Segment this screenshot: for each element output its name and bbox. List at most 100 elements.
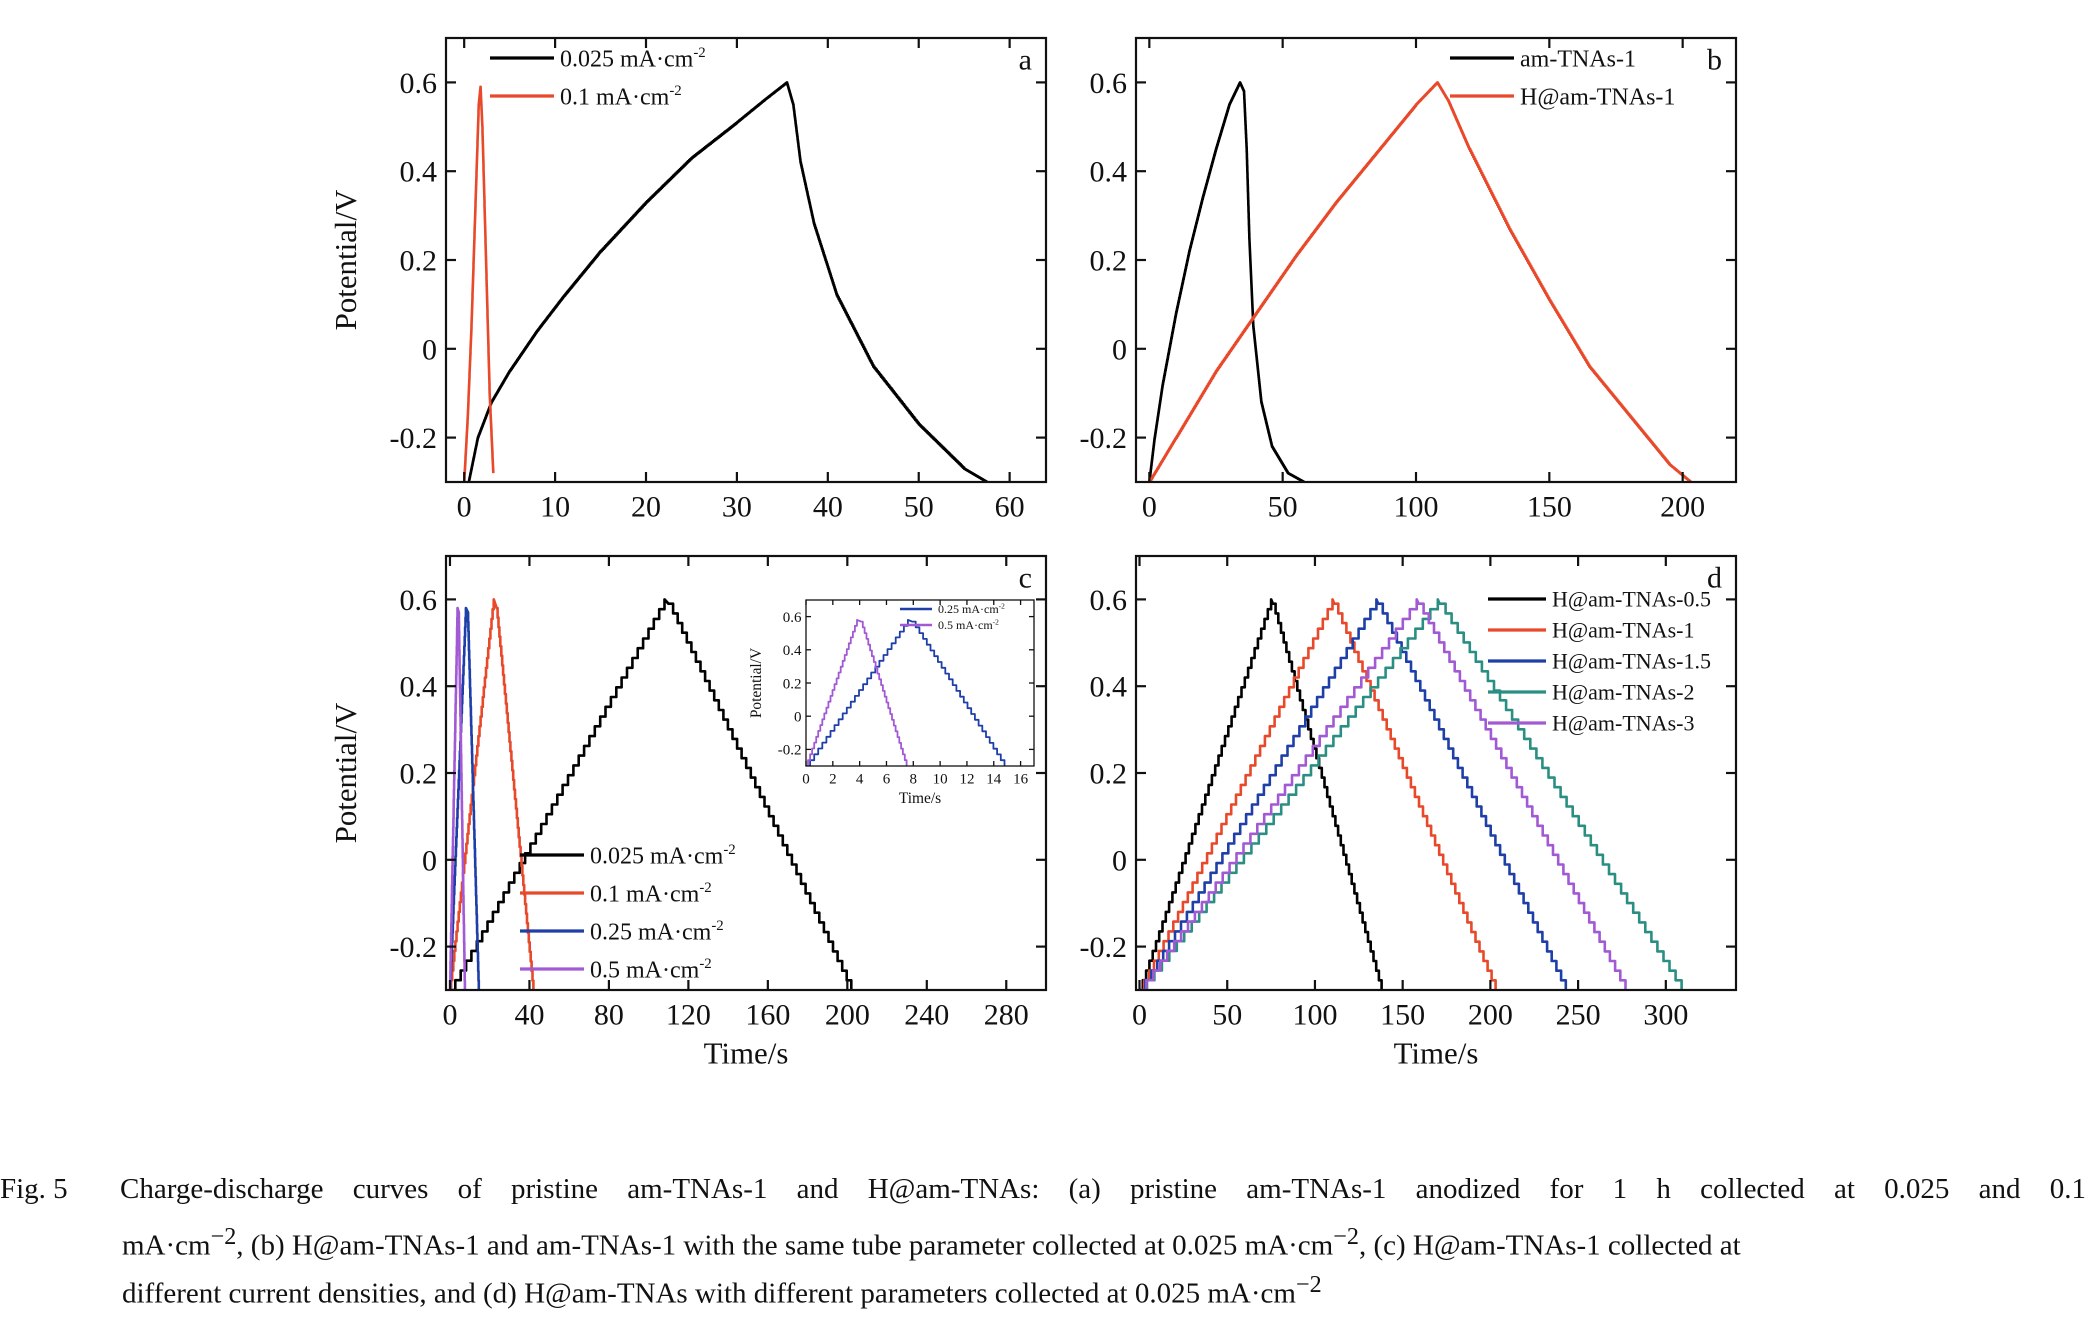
- legend-label: 0.025 mA·cm-2: [590, 842, 736, 870]
- series-line-1: [806, 619, 1006, 766]
- legend-label: am-TNAs-1: [1520, 46, 1636, 72]
- x-tick-label: 50: [1268, 491, 1298, 524]
- x-tick-label: 280: [984, 999, 1029, 1032]
- x-tick-label: 50: [904, 491, 934, 524]
- panel-letter: a: [1019, 44, 1032, 77]
- legend-superscript: -2: [711, 918, 723, 934]
- y-tick-label: 0.4: [400, 156, 438, 189]
- plot-frame: [444, 36, 1048, 484]
- x-tick-label: 240: [904, 999, 949, 1032]
- panel-b: 0 50 100 150 200 -0.2 0 0.2 0.4 0.6 b am-TNAs-1 H@am…: [1080, 36, 1738, 524]
- y-tick-label: 0: [422, 333, 437, 366]
- figure: 0 10 20 30 40 50 60-0.200.20.40.6Potential/Va0…: [328, 36, 1738, 1071]
- legend-superscript: -2: [699, 956, 711, 972]
- x-tick-label: 8: [910, 771, 918, 787]
- series-line-4: [1139, 598, 1683, 990]
- series-line-2: [1139, 598, 1497, 990]
- y-tick-label: -0.2: [390, 422, 438, 455]
- y-tick-label: 0: [1112, 844, 1127, 877]
- panel-d: 0 50 100 150 200 250 300-0.200.20.40.6Time/sdH…: [1080, 554, 1738, 1071]
- panel-c: 0 40 80 120 160 200 240 280-0.200.20.40.6Time/s…: [328, 554, 1048, 1071]
- panel-a: 0 10 20 30 40 50 60 -0.2 0 0.2 0.4 0.6 Potential/V a 0…: [328, 36, 1048, 524]
- y-tick-label: 0.6: [1090, 584, 1128, 617]
- x-tick-label: 16: [1013, 771, 1029, 787]
- series-line-2: [449, 598, 535, 990]
- legend-label: 0.5 mA·cm-2: [938, 617, 999, 632]
- y-axis-label: Potential/V: [748, 648, 765, 718]
- caption-line-1: Charge-discharge curves of pristine am-T…: [120, 1173, 2086, 1205]
- y-tick-label: 0.2: [400, 758, 438, 791]
- legend-label: H@am-TNAs-3: [1552, 711, 1694, 736]
- x-tick-label: 150: [1527, 491, 1572, 524]
- legend-superscript: -2: [993, 617, 999, 626]
- x-tick-label: 6: [883, 771, 891, 787]
- x-tick-label: 0: [457, 491, 472, 524]
- legend-label: 0.1 mA·cm-2: [590, 880, 712, 908]
- y-tick-label: 0.2: [1090, 245, 1128, 278]
- series-line-2: [1148, 81, 1692, 482]
- y-tick-label: -0.2: [390, 931, 438, 964]
- legend-label: H@am-TNAs-1: [1552, 618, 1694, 643]
- y-tick-label: -0.2: [778, 743, 802, 759]
- x-axis-label: Time/s: [899, 790, 941, 807]
- x-tick-label: 300: [1643, 999, 1688, 1032]
- series-line-1: [450, 598, 853, 990]
- x-tick-label: 4: [856, 771, 864, 787]
- y-tick-label: 0.6: [400, 67, 438, 100]
- x-tick-label: 200: [1468, 999, 1513, 1032]
- legend-label: 0.25 mA·cm-2: [938, 601, 1005, 616]
- legend-label: H@am-TNAs-2: [1552, 680, 1694, 705]
- x-tick-label: 0: [1142, 491, 1157, 524]
- x-tick-label: 0: [442, 999, 457, 1032]
- y-tick-label: 0.6: [1090, 67, 1128, 100]
- legend-superscript: -2: [693, 45, 705, 61]
- legend-superscript: -2: [669, 83, 681, 99]
- y-tick-label: -0.2: [1080, 931, 1128, 964]
- series-line-2: [806, 619, 908, 766]
- y-tick-label: 0: [422, 844, 437, 877]
- series-line-1: [1139, 598, 1383, 990]
- legend-label: H@am-TNAs-1.5: [1552, 649, 1711, 674]
- x-tick-label: 40: [813, 491, 843, 524]
- x-tick-label: 30: [722, 491, 752, 524]
- x-tick-label: 20: [631, 491, 661, 524]
- y-axis-label: Potential/V: [328, 703, 363, 844]
- legend-label: 0.5 mA·cm-2: [590, 956, 712, 984]
- x-tick-label: 100: [1292, 999, 1337, 1032]
- y-tick-label: -0.2: [1080, 422, 1128, 455]
- x-tick-label: 250: [1556, 999, 1601, 1032]
- legend-superscript: -2: [723, 842, 735, 858]
- legend-label: H@am-TNAs-0.5: [1552, 587, 1711, 612]
- x-tick-label: 10: [933, 771, 948, 787]
- y-tick-label: 0.4: [783, 643, 802, 659]
- x-tick-label: 200: [825, 999, 870, 1032]
- panel-letter: c: [1019, 562, 1032, 595]
- y-tick-label: 0.4: [400, 671, 438, 704]
- series-line-3: [449, 606, 481, 990]
- x-tick-label: 120: [666, 999, 711, 1032]
- y-tick-label: 0: [794, 709, 802, 725]
- x-tick-label: 50: [1212, 999, 1242, 1032]
- x-tick-label: 160: [745, 999, 790, 1032]
- series-line-1: [467, 81, 989, 482]
- y-tick-label: 0.4: [1090, 156, 1128, 189]
- x-tick-label: 12: [959, 771, 974, 787]
- series-group: [448, 598, 853, 990]
- series-line-5: [1139, 598, 1627, 990]
- legend-label: 0.1 mA·cm-2: [560, 83, 682, 111]
- caption-line-3: different current densities, and (d) H@a…: [122, 1271, 1322, 1310]
- y-tick-label: 0.2: [1090, 758, 1128, 791]
- series-group: [1139, 598, 1683, 990]
- y-tick-label: 0.6: [783, 610, 802, 626]
- caption-line-2: mA·cm−2, (b) H@am-TNAs-1 and am-TNAs-1 w…: [122, 1223, 1741, 1262]
- panel-letter: b: [1707, 44, 1722, 77]
- x-tick-label: 40: [514, 999, 544, 1032]
- series-line-4: [448, 606, 467, 990]
- x-axis-label: Time/s: [704, 1036, 789, 1071]
- panel-letter: d: [1707, 562, 1722, 595]
- x-tick-label: 100: [1394, 491, 1439, 524]
- x-tick-label: 2: [829, 771, 837, 787]
- series-group: [463, 81, 989, 482]
- x-tick-label: 0: [802, 771, 810, 787]
- x-tick-label: 60: [995, 491, 1025, 524]
